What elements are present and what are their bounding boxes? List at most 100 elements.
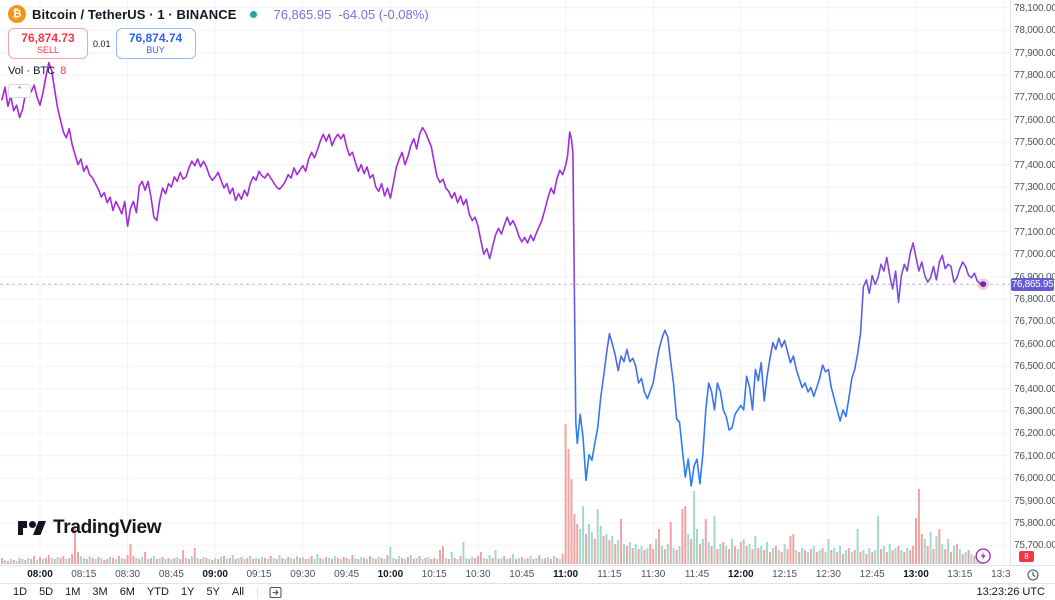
volume-bar bbox=[494, 550, 497, 564]
volume-bar bbox=[733, 546, 736, 564]
volume-bar bbox=[789, 536, 792, 564]
volume-bar bbox=[532, 559, 535, 564]
volume-bar bbox=[950, 552, 953, 564]
volume-bar bbox=[246, 558, 249, 564]
volume-bar bbox=[237, 558, 240, 564]
sell-button[interactable]: 76,874.73 SELL bbox=[8, 28, 88, 59]
volume-bar bbox=[900, 550, 903, 564]
price-tick-label: 76,000.00 bbox=[1014, 473, 1055, 485]
volume-bar bbox=[576, 524, 579, 564]
volume-bar bbox=[573, 514, 576, 564]
time-tick-label: 10:00 bbox=[377, 569, 404, 580]
volume-bar bbox=[298, 558, 301, 564]
volume-bar bbox=[307, 558, 310, 564]
volume-bar bbox=[50, 558, 53, 564]
volume-bar bbox=[290, 558, 293, 564]
volume-bar bbox=[844, 550, 847, 564]
volume-bar bbox=[368, 556, 371, 564]
volume-bar bbox=[371, 558, 374, 564]
volume-bar bbox=[541, 559, 544, 564]
collapse-legend-button[interactable]: ⌃ bbox=[8, 84, 31, 98]
price-chart-canvas[interactable] bbox=[0, 0, 1010, 565]
volume-bar bbox=[39, 557, 41, 564]
volume-bar bbox=[923, 539, 926, 564]
volume-bar bbox=[366, 559, 369, 564]
price-tick-label: 77,200.00 bbox=[1014, 204, 1055, 216]
range-button-all[interactable]: All bbox=[227, 586, 249, 598]
volume-bar bbox=[970, 554, 973, 564]
volume-bar bbox=[363, 558, 366, 564]
volume-bar bbox=[176, 557, 179, 564]
volume-bar bbox=[520, 557, 523, 564]
volume-bar bbox=[868, 548, 871, 564]
utc-clock[interactable]: 13:23:26 UTC bbox=[976, 586, 1045, 598]
volume-bar bbox=[512, 554, 515, 564]
volume-bar bbox=[763, 550, 766, 564]
tradingview-watermark[interactable]: TradingView bbox=[18, 517, 162, 539]
symbol-title[interactable]: Bitcoin / TetherUS · 1 · BINANCE bbox=[32, 6, 237, 22]
volume-study-label[interactable]: Vol · BTC bbox=[8, 65, 56, 77]
range-button-5y[interactable]: 5Y bbox=[201, 586, 224, 598]
volume-bar bbox=[404, 559, 406, 564]
volume-bar bbox=[255, 558, 258, 564]
volume-bar bbox=[915, 518, 917, 564]
range-button-1d[interactable]: 1D bbox=[8, 586, 32, 598]
range-button-1y[interactable]: 1Y bbox=[176, 586, 199, 598]
volume-bar bbox=[716, 549, 719, 564]
volume-bar bbox=[62, 556, 65, 564]
volume-bar bbox=[698, 544, 701, 564]
volume-bar bbox=[955, 544, 958, 564]
volume-bar bbox=[818, 550, 821, 564]
price-tick-label: 76,800.00 bbox=[1014, 293, 1055, 305]
range-button-ytd[interactable]: YTD bbox=[142, 586, 174, 598]
time-axis[interactable]: 08:00 08:15 08:30 08:45 09:00 09:15 09:30 09:45… bbox=[0, 565, 1016, 584]
volume-bar bbox=[620, 519, 623, 564]
volume-bar bbox=[722, 542, 725, 564]
volume-bar bbox=[503, 556, 506, 564]
volume-bar bbox=[558, 559, 561, 564]
go-to-date-button[interactable] bbox=[266, 586, 285, 599]
current-volume-badge: 8 bbox=[1019, 551, 1034, 562]
volume-bar bbox=[944, 549, 947, 564]
price-tick-label: 75,700.00 bbox=[1014, 540, 1055, 552]
range-button-3m[interactable]: 3M bbox=[87, 586, 112, 598]
volume-bar bbox=[141, 557, 144, 564]
volume-bar bbox=[672, 548, 675, 564]
volume-bar bbox=[652, 549, 655, 564]
volume-bar bbox=[640, 546, 643, 564]
range-button-5d[interactable]: 5D bbox=[34, 586, 58, 598]
volume-bar bbox=[295, 556, 298, 564]
volume-bar bbox=[193, 548, 196, 564]
volume-bar bbox=[462, 542, 465, 564]
time-tick-label: 09:45 bbox=[334, 569, 360, 580]
toolbar-divider bbox=[257, 586, 259, 598]
volume-bar bbox=[179, 559, 182, 564]
time-tick-label: 12:15 bbox=[772, 569, 798, 580]
timezone-clock-button[interactable] bbox=[1010, 565, 1055, 584]
volume-bar bbox=[459, 556, 462, 564]
volume-bar bbox=[360, 557, 363, 564]
volume-bar bbox=[345, 558, 348, 564]
volume-bar bbox=[354, 558, 357, 564]
range-button-6m[interactable]: 6M bbox=[115, 586, 140, 598]
time-tick-label: 13:15 bbox=[947, 569, 973, 580]
market-status-dot-icon[interactable] bbox=[250, 10, 258, 18]
volume-bar bbox=[474, 558, 477, 564]
price-tick-label: 76,300.00 bbox=[1014, 405, 1055, 417]
volume-bar bbox=[806, 552, 809, 564]
volume-bar bbox=[149, 558, 152, 564]
volume-bar bbox=[550, 559, 552, 564]
volume-bar bbox=[538, 555, 541, 564]
volume-bar bbox=[100, 558, 103, 564]
volume-bar bbox=[436, 559, 439, 564]
volume-bar bbox=[30, 559, 33, 564]
buy-button[interactable]: 76,874.74 BUY bbox=[115, 28, 196, 59]
volume-bar bbox=[339, 559, 342, 564]
range-button-1m[interactable]: 1M bbox=[60, 586, 85, 598]
volume-bar bbox=[935, 536, 938, 564]
price-tick-label: 77,800.00 bbox=[1014, 69, 1055, 81]
volume-bar bbox=[748, 544, 751, 564]
volume-bar bbox=[570, 479, 573, 564]
time-tick-label: 13:00 bbox=[903, 569, 929, 580]
volume-bar bbox=[815, 552, 818, 564]
